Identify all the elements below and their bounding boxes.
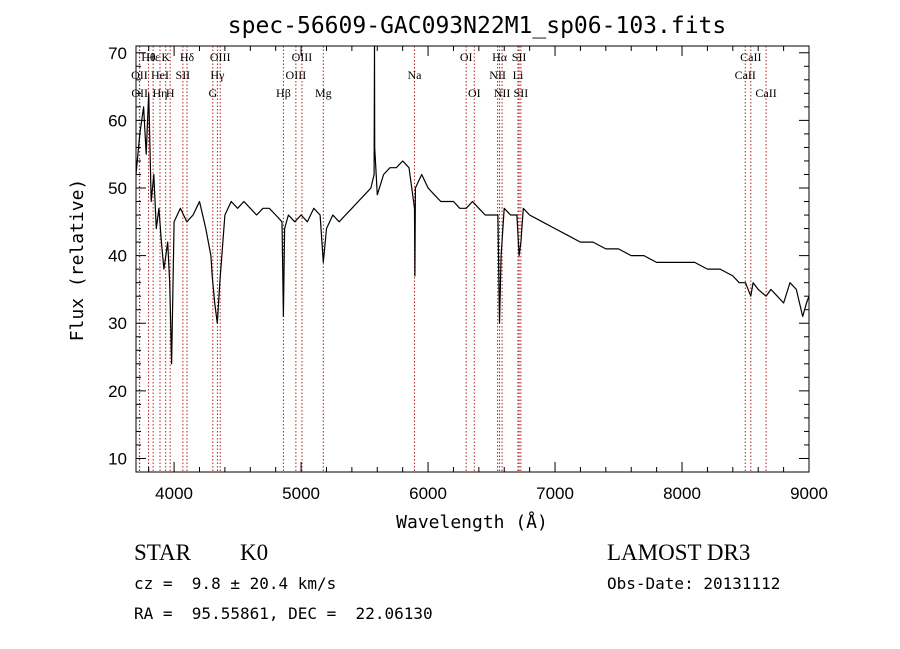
line-marker-label-8: H: [166, 86, 175, 100]
y-tick-label-6: 70: [108, 44, 127, 63]
observation-date: Obs-Date: 20131112: [607, 574, 781, 593]
x-axis: 4000 5000 6000 7000 8000 9000: [148, 46, 828, 503]
y-tick-label-5: 60: [108, 111, 127, 130]
object-subclass: K0: [240, 540, 269, 565]
line-marker-label-7: SII: [176, 68, 191, 82]
line-marker-label-18: OI: [460, 50, 473, 64]
line-marker-label-20: Hα: [492, 50, 508, 64]
series-flux-line: [135, 45, 810, 365]
line-marker-label-24: Li: [513, 68, 524, 82]
line-marker-label-5: Hη: [153, 86, 168, 100]
line-marker-label-27: CaII: [735, 68, 756, 82]
survey-name: LAMOST DR3: [607, 540, 751, 565]
line-marker-label-19: OI: [468, 86, 481, 100]
y-tick-label-0: 10: [108, 449, 127, 468]
x-tick-label-0: 4000: [155, 484, 193, 503]
line-marker-label-25: SII: [514, 86, 529, 100]
line-marker-label-11: Hγ: [210, 68, 225, 82]
y-axis-label: Flux (relative): [67, 179, 88, 342]
y-tick-label-2: 30: [108, 314, 127, 333]
x-tick-label-1: 5000: [282, 484, 320, 503]
line-marker-label-3: Hε: [146, 50, 160, 64]
line-marker-label-21: NII: [489, 68, 506, 82]
line-marker-label-16: Mg: [315, 86, 332, 100]
redshift-value: cz = 9.8 ± 20.4 km/s: [134, 574, 337, 593]
line-markers: [138, 46, 767, 472]
line-marker-label-1: OII: [131, 68, 148, 82]
line-marker-label-28: CaII: [755, 86, 776, 100]
x-axis-label: Wavelength (Å): [396, 511, 548, 533]
line-marker-label-6: K: [161, 50, 170, 64]
coordinates: RA = 95.55861, DEC = 22.06130: [134, 604, 433, 623]
line-marker-label-10: OIII: [210, 50, 231, 64]
line-marker-label-15: OIII: [286, 68, 307, 82]
line-marker-label-17: Na: [407, 68, 422, 82]
y-axis: 10 20 30 40 50 60 70: [108, 44, 809, 473]
spectrum-series: [135, 45, 810, 365]
line-marker-label-12: G: [208, 86, 217, 100]
line-marker-label-26: CaII: [740, 50, 761, 64]
x-tick-label-3: 7000: [536, 484, 574, 503]
line-marker-label-23: SII: [512, 50, 527, 64]
x-tick-label-5: 9000: [790, 484, 828, 503]
line-marker-label-4: HeI: [151, 68, 169, 82]
y-tick-label-4: 50: [108, 179, 127, 198]
x-tick-label-2: 6000: [409, 484, 447, 503]
object-class: STAR: [134, 540, 191, 565]
plot-frame: [135, 45, 810, 473]
line-marker-label-0: Hθ: [141, 50, 156, 64]
x-tick-label-4: 8000: [663, 484, 701, 503]
y-tick-label-3: 40: [108, 247, 127, 266]
line-marker-label-22: NII: [494, 86, 511, 100]
chart-title: spec-56609-GAC093N22M1_sp06-103.fits: [228, 13, 727, 39]
y-tick-label-1: 20: [108, 382, 127, 401]
line-marker-label-9: Hδ: [180, 50, 195, 64]
line-marker-label-13: Hβ: [276, 86, 291, 100]
line-marker-label-14: OIII: [292, 50, 313, 64]
